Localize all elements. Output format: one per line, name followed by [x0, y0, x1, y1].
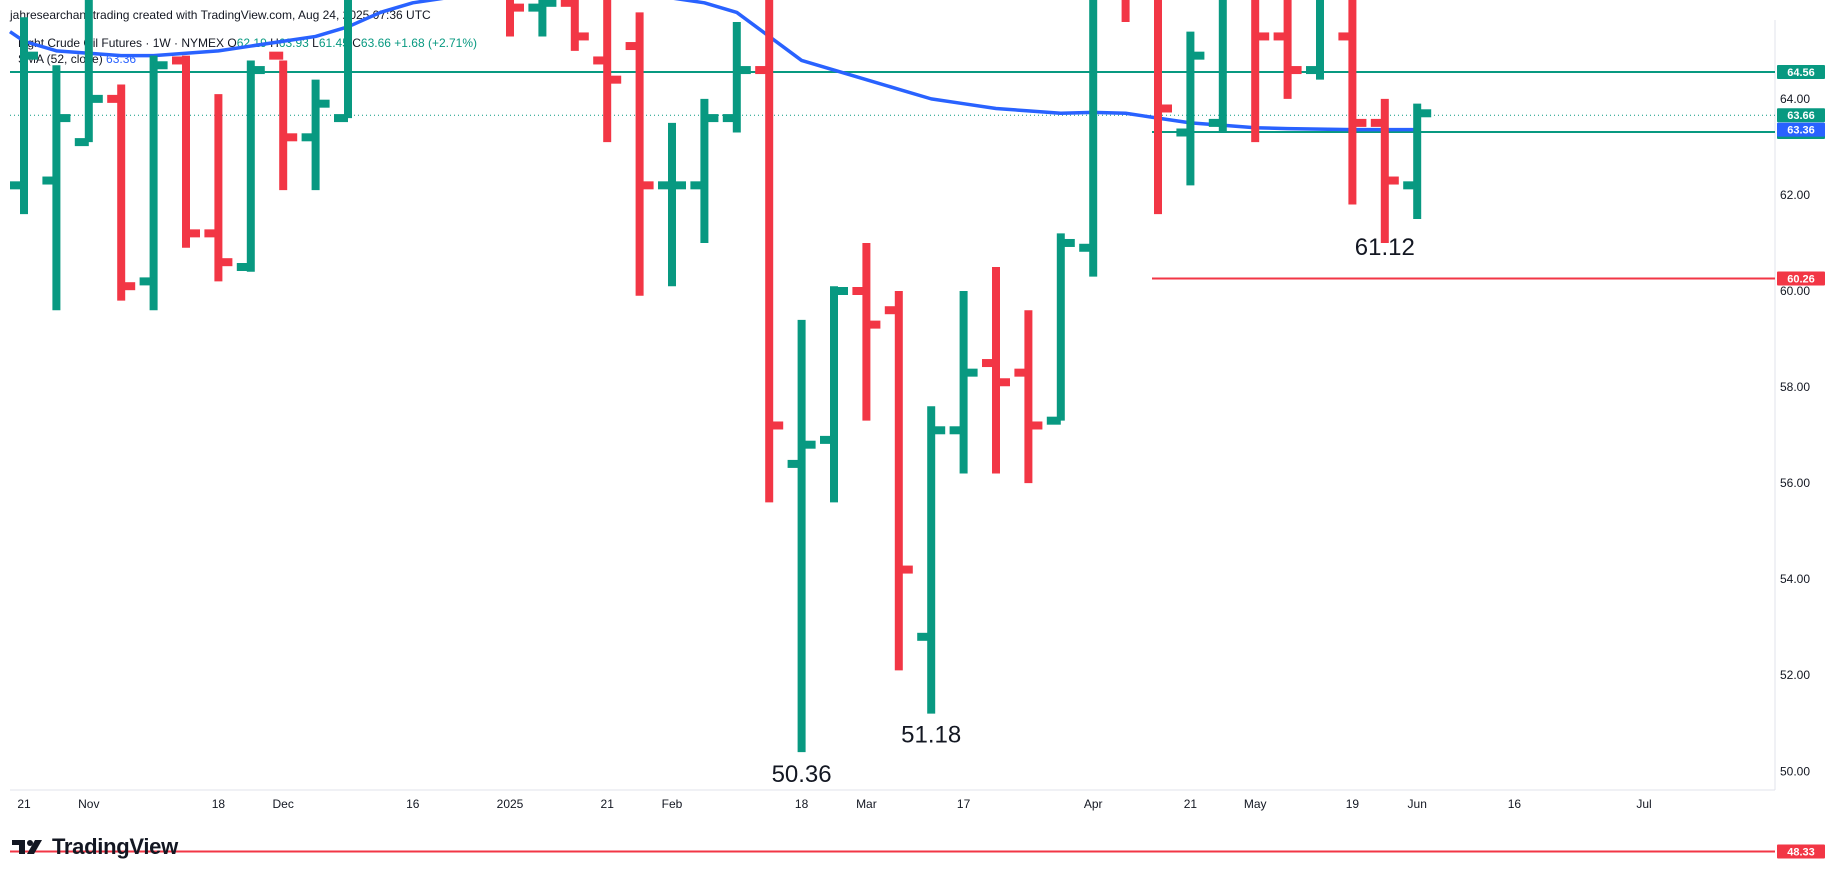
price-annotation: 51.18 — [901, 722, 961, 749]
ohlc-bar[interactable] — [10, 17, 38, 215]
x-tick-label: 16 — [1508, 797, 1522, 811]
ohlc-bar[interactable] — [820, 286, 848, 503]
tradingview-logo-icon — [12, 840, 42, 854]
ohlc-bar[interactable] — [658, 122, 686, 287]
price-annotation: 61.12 — [1355, 234, 1415, 261]
ohlc-bar[interactable] — [1370, 98, 1399, 243]
ohlc-bar[interactable] — [236, 60, 265, 272]
change-value: +1.68 (+2.71%) — [394, 36, 478, 50]
ohlc-bar[interactable] — [1079, 0, 1107, 277]
low-label: L — [312, 36, 319, 50]
ohlc-bar[interactable] — [139, 55, 168, 311]
sma-label: SMA (52, close) — [18, 52, 103, 66]
x-tick-label: 21 — [1184, 797, 1198, 811]
y-tick-label: 60.00 — [1780, 284, 1810, 298]
price-label: 60.26 — [1787, 274, 1815, 286]
ohlc-bar[interactable] — [560, 0, 589, 51]
price-label-bg — [1777, 108, 1825, 123]
price-label: 63.66 — [1787, 110, 1815, 122]
price-label-bg — [1777, 844, 1825, 859]
ohlc-bar[interactable] — [74, 0, 103, 147]
ohlc-bar[interactable] — [1273, 0, 1302, 99]
price-label-bg — [1777, 64, 1825, 79]
price-label: 64.56 — [1787, 67, 1815, 79]
ohlc-bar[interactable] — [787, 319, 816, 753]
ohlc-bar[interactable] — [949, 291, 978, 474]
price-label: 63.36 — [1787, 125, 1815, 137]
x-tick-label: 19 — [1346, 797, 1360, 811]
ohlc-bar[interactable] — [1144, 0, 1172, 215]
y-tick-label: 56.00 — [1780, 476, 1810, 490]
ohlc-bar[interactable] — [1241, 0, 1270, 143]
x-tick-label: Jun — [1408, 797, 1427, 811]
x-tick-label: 21 — [601, 797, 615, 811]
x-tick-label: 16 — [406, 797, 420, 811]
y-tick-label: 50.00 — [1780, 764, 1810, 778]
tradingview-brand: TradingView — [12, 834, 178, 860]
ohlc-bar[interactable] — [1176, 31, 1205, 186]
ohlc-bar[interactable] — [625, 12, 654, 296]
ohlc-bar[interactable] — [1403, 103, 1432, 219]
ohlc-bar[interactable] — [690, 98, 719, 243]
price-label-bg — [1777, 122, 1825, 137]
ohlc-bar[interactable] — [1046, 233, 1075, 425]
x-tick-label: 21 — [17, 797, 31, 811]
price-annotation: 50.36 — [772, 761, 832, 788]
x-tick-label: Nov — [78, 797, 99, 811]
ohlc-bar[interactable] — [917, 406, 946, 714]
x-tick-label: May — [1244, 797, 1267, 811]
ohlc-bar[interactable] — [1112, 0, 1140, 23]
brand-name: TradingView — [52, 834, 178, 859]
x-tick-label: 2025 — [497, 797, 524, 811]
price-label: 48.33 — [1787, 847, 1815, 859]
ohlc-bar[interactable] — [982, 266, 1010, 474]
sma-line — [9, 0, 1418, 132]
ohlc-bar[interactable] — [1014, 310, 1043, 484]
ohlc-bar[interactable] — [301, 79, 330, 191]
x-tick-label: 18 — [212, 797, 226, 811]
y-tick-label: 64.00 — [1780, 92, 1810, 106]
ohlc-bar[interactable] — [1208, 0, 1237, 133]
open-label: O — [227, 36, 237, 50]
close-label: C — [352, 36, 361, 50]
y-tick-label: 58.00 — [1780, 380, 1810, 394]
y-tick-label: 62.00 — [1780, 188, 1810, 202]
x-tick-label: Dec — [273, 797, 294, 811]
chart-credit: jahresearchandtrading created with Tradi… — [10, 8, 431, 22]
ohlc-bar[interactable] — [204, 94, 233, 282]
x-tick-label: Jul — [1636, 797, 1651, 811]
close-value: 63.66 — [360, 36, 391, 50]
price-label-bg — [1777, 271, 1825, 286]
ohlc-bar[interactable] — [852, 242, 881, 421]
x-tick-label: 17 — [957, 797, 971, 811]
y-tick-label: 54.00 — [1780, 572, 1810, 586]
ohlc-bar[interactable] — [1338, 0, 1367, 205]
ohlc-bar[interactable] — [755, 0, 784, 503]
ohlc-bar[interactable] — [884, 291, 913, 671]
ohlc-bar[interactable] — [42, 65, 71, 311]
ohlc-bar[interactable] — [593, 0, 622, 143]
ohlc-bar[interactable] — [496, 0, 524, 37]
ohlc-bar[interactable] — [722, 22, 751, 133]
ohlc-bar[interactable] — [172, 55, 200, 248]
ohlc-bar[interactable] — [334, 0, 362, 123]
low-value: 61.45 — [318, 36, 349, 50]
x-tick-label: Apr — [1084, 797, 1103, 811]
x-tick-label: 18 — [795, 797, 809, 811]
x-tick-label: Feb — [662, 797, 683, 811]
ohlc-bar[interactable] — [269, 51, 298, 191]
symbol-name[interactable]: Light Crude Oil Futures · 1W · NYMEX — [18, 36, 225, 50]
ohlc-bar[interactable] — [1306, 0, 1334, 80]
ohlc-bar[interactable] — [528, 0, 557, 37]
ohlc-bar[interactable] — [107, 84, 136, 301]
x-tick-label: Mar — [856, 797, 877, 811]
y-tick-label: 52.00 — [1780, 668, 1810, 682]
